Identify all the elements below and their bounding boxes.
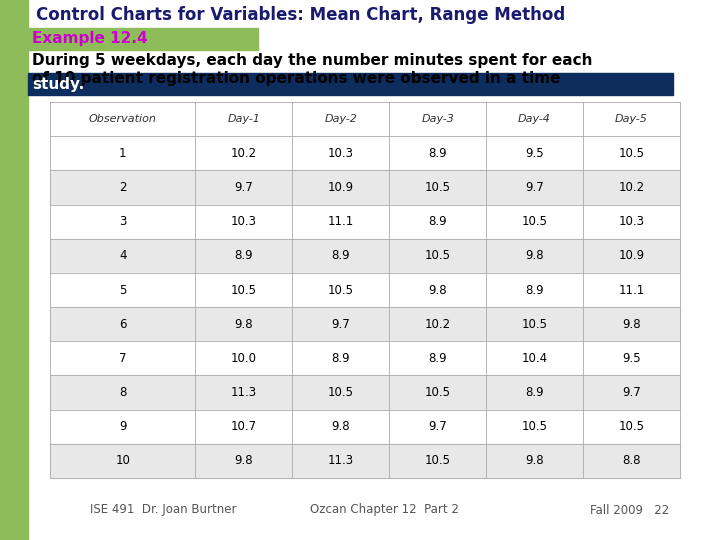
Text: Observation: Observation: [89, 114, 157, 124]
Text: Ozcan Chapter 12  Part 2: Ozcan Chapter 12 Part 2: [310, 503, 459, 516]
Text: 10: 10: [115, 454, 130, 468]
Text: 9.8: 9.8: [235, 318, 253, 330]
Text: 10.9: 10.9: [328, 181, 354, 194]
Bar: [50, 239, 680, 273]
Text: 10.2: 10.2: [425, 318, 451, 330]
Text: 10.5: 10.5: [618, 147, 644, 160]
Text: 10.5: 10.5: [521, 420, 548, 433]
Bar: [50, 444, 680, 478]
Bar: [50, 273, 680, 307]
Text: 8.9: 8.9: [428, 352, 447, 365]
Text: 8.9: 8.9: [428, 147, 447, 160]
Text: 8: 8: [119, 386, 127, 399]
Bar: [50, 136, 680, 170]
Text: 10.5: 10.5: [618, 420, 644, 433]
Text: 10.9: 10.9: [618, 249, 644, 262]
Text: 9.7: 9.7: [235, 181, 253, 194]
Text: 9.8: 9.8: [526, 249, 544, 262]
Text: 9.8: 9.8: [235, 454, 253, 468]
Bar: [50, 102, 680, 136]
Text: 7: 7: [119, 352, 127, 365]
Bar: [0, 0, 28, 540]
Bar: [28, 73, 673, 95]
Text: 8.9: 8.9: [526, 386, 544, 399]
Text: 10.4: 10.4: [521, 352, 548, 365]
Text: 9.8: 9.8: [526, 454, 544, 468]
Text: 5: 5: [119, 284, 127, 296]
Bar: [50, 307, 680, 341]
Text: 10.5: 10.5: [328, 284, 354, 296]
Text: Day-1: Day-1: [228, 114, 261, 124]
Text: 8.9: 8.9: [331, 352, 350, 365]
Text: of 10 patient registration operations were observed in a time: of 10 patient registration operations we…: [32, 71, 560, 85]
Text: Day-5: Day-5: [615, 114, 648, 124]
Text: 10.5: 10.5: [425, 386, 451, 399]
Text: 1: 1: [119, 147, 127, 160]
Text: 9.8: 9.8: [428, 284, 447, 296]
Text: 10.5: 10.5: [328, 386, 354, 399]
Text: 3: 3: [119, 215, 127, 228]
Text: 10.5: 10.5: [425, 249, 451, 262]
Text: 10.3: 10.3: [328, 147, 354, 160]
Text: 10.7: 10.7: [231, 420, 257, 433]
Bar: [50, 410, 680, 444]
Text: 8.9: 8.9: [428, 215, 447, 228]
Bar: [50, 375, 680, 410]
Text: 2: 2: [119, 181, 127, 194]
Text: ISE 491  Dr. Joan Burtner: ISE 491 Dr. Joan Burtner: [90, 503, 236, 516]
Text: Control Charts for Variables: Mean Chart, Range Method: Control Charts for Variables: Mean Chart…: [36, 6, 565, 24]
Text: 8.9: 8.9: [331, 249, 350, 262]
Text: 9.7: 9.7: [428, 420, 447, 433]
Text: 9.8: 9.8: [622, 318, 641, 330]
Bar: [50, 205, 680, 239]
Text: study.: study.: [32, 77, 84, 91]
Text: 10.5: 10.5: [425, 454, 451, 468]
Text: 9.7: 9.7: [331, 318, 350, 330]
Text: 10.3: 10.3: [231, 215, 257, 228]
Text: 6: 6: [119, 318, 127, 330]
Text: 9.7: 9.7: [526, 181, 544, 194]
Text: Day-2: Day-2: [324, 114, 357, 124]
Text: 9.5: 9.5: [526, 147, 544, 160]
Text: 10.5: 10.5: [231, 284, 257, 296]
Text: 11.1: 11.1: [618, 284, 644, 296]
Text: 11.3: 11.3: [231, 386, 257, 399]
Text: Example 12.4: Example 12.4: [32, 31, 148, 46]
Text: 10.2: 10.2: [231, 147, 257, 160]
Text: During 5 weekdays, each day the number minutes spent for each: During 5 weekdays, each day the number m…: [32, 52, 593, 68]
Bar: [28, 28, 258, 50]
Text: Day-4: Day-4: [518, 114, 551, 124]
Text: 9.8: 9.8: [331, 420, 350, 433]
Text: Fall 2009   22: Fall 2009 22: [590, 503, 670, 516]
Text: 4: 4: [119, 249, 127, 262]
Text: 9.7: 9.7: [622, 386, 641, 399]
Text: 11.1: 11.1: [328, 215, 354, 228]
Text: 8.9: 8.9: [526, 284, 544, 296]
Text: 11.3: 11.3: [328, 454, 354, 468]
Bar: [50, 170, 680, 205]
Text: 9: 9: [119, 420, 127, 433]
Text: 8.8: 8.8: [622, 454, 641, 468]
Text: Day-3: Day-3: [421, 114, 454, 124]
Text: 10.5: 10.5: [521, 318, 548, 330]
Text: 10.5: 10.5: [521, 215, 548, 228]
Bar: [50, 341, 680, 375]
Text: 9.5: 9.5: [622, 352, 641, 365]
Text: 8.9: 8.9: [235, 249, 253, 262]
Text: 10.0: 10.0: [231, 352, 257, 365]
Text: 10.2: 10.2: [618, 181, 644, 194]
Text: 10.3: 10.3: [618, 215, 644, 228]
Text: 10.5: 10.5: [425, 181, 451, 194]
